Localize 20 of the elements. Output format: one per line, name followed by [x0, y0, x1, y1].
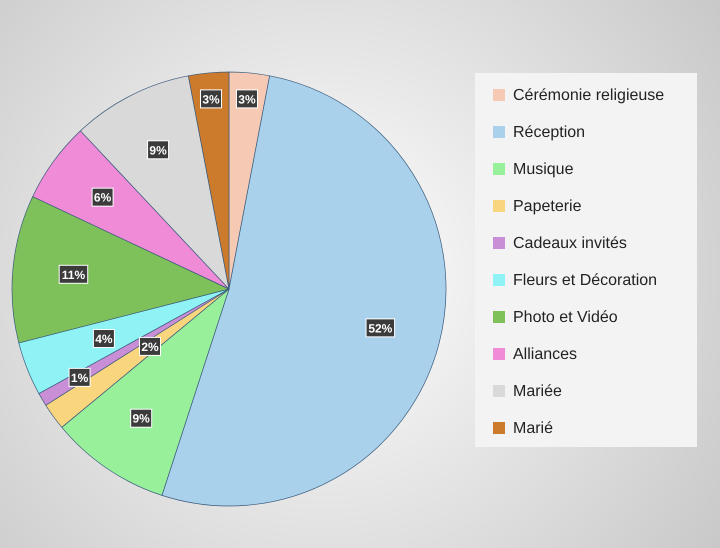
legend-label: Musique	[513, 161, 574, 178]
legend-label: Alliances	[513, 346, 578, 363]
data-label: 52%	[368, 321, 393, 336]
data-label: 6%	[94, 190, 112, 205]
legend-label: Papeterie	[513, 198, 582, 215]
legend-label: Réception	[513, 124, 586, 141]
data-label: 9%	[132, 412, 150, 426]
data-label: 1%	[70, 370, 89, 385]
legend-label: Marié	[513, 420, 554, 437]
legend-label: Fleurs et Décoration	[513, 272, 658, 289]
data-label: 3%	[202, 92, 220, 106]
legend-label: Cadeaux invités	[513, 235, 627, 252]
legend-label: Cérémonie religieuse	[513, 87, 664, 104]
data-label: 3%	[238, 92, 256, 106]
data-label: 11%	[62, 268, 86, 282]
data-label: 9%	[149, 143, 168, 158]
data-label: 2%	[141, 340, 159, 354]
legend-label: Mariée	[513, 383, 562, 400]
legend-label: Photo et Vidéo	[513, 309, 618, 326]
data-label: 4%	[95, 332, 113, 346]
